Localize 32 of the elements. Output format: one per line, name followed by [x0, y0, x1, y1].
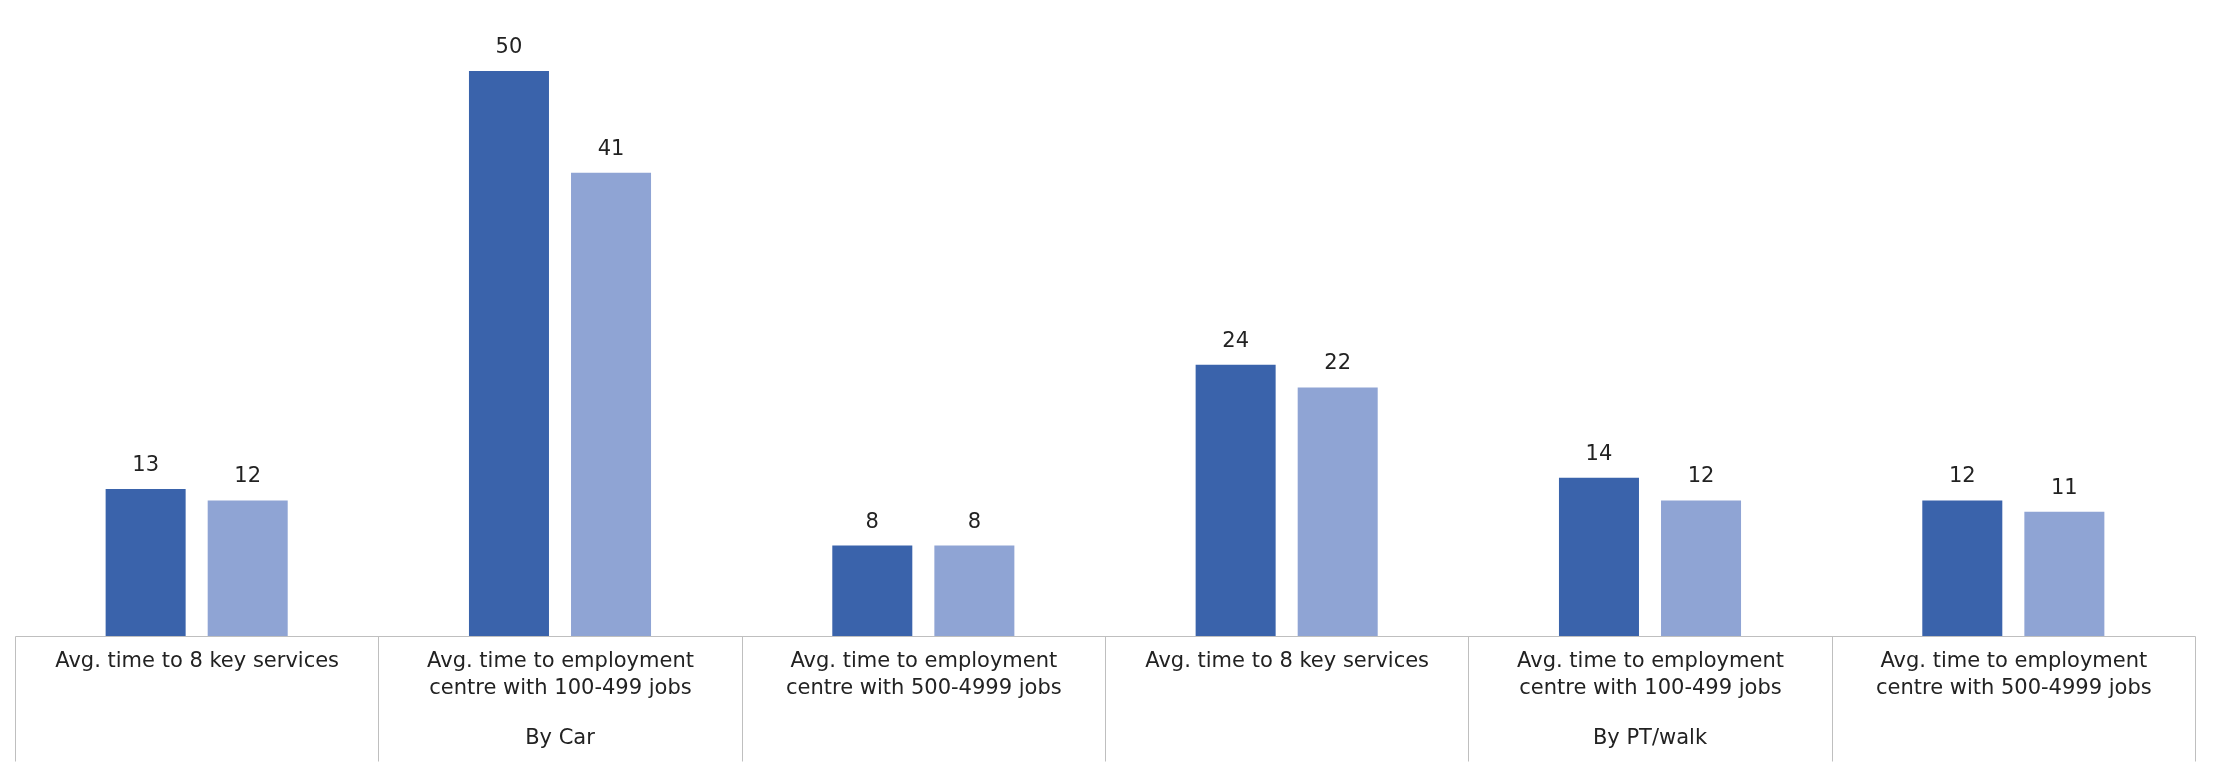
data-label: 8 — [967, 508, 982, 533]
bar — [1297, 387, 1378, 636]
data-label: 12 — [1948, 463, 1976, 488]
data-label: 24 — [1222, 327, 1249, 352]
bar — [2024, 511, 2105, 636]
x-tick-label: Avg. time to employment centre with 500-4999 jobs — [1875, 647, 2152, 699]
x-tick-label: Avg. time to employment centre with 500-4999 jobs — [785, 647, 1062, 699]
x-tick-label: Avg. time to 8 key services — [1145, 647, 1430, 672]
bar — [571, 172, 652, 636]
data-label: 13 — [132, 452, 159, 477]
x-tick-label: Avg. time to 8 key services — [55, 647, 340, 672]
bar — [207, 500, 288, 636]
bar — [1195, 364, 1276, 636]
data-label: 8 — [865, 508, 879, 533]
bar — [1661, 500, 1742, 636]
bar — [832, 545, 913, 636]
data-label: 22 — [1324, 350, 1352, 375]
data-label: 41 — [597, 135, 625, 160]
bar — [105, 489, 186, 636]
bar — [1558, 477, 1639, 636]
data-label: 12 — [1687, 463, 1715, 488]
x-tick-label: Avg. time to employment centre with 100-499 jobs — [1517, 647, 1784, 699]
text: By PT/walk — [1592, 725, 1708, 749]
data-label: 14 — [1585, 440, 1613, 465]
bar — [1922, 500, 2003, 636]
bar — [934, 545, 1015, 636]
data-label: 12 — [234, 463, 262, 488]
bar — [468, 71, 549, 636]
x-tick-label: Avg. time to employment centre with 100-499 jobs — [427, 647, 694, 699]
data-label: 11 — [2051, 474, 2078, 499]
data-label: 50 — [495, 34, 523, 58]
text: By Car — [525, 725, 596, 749]
